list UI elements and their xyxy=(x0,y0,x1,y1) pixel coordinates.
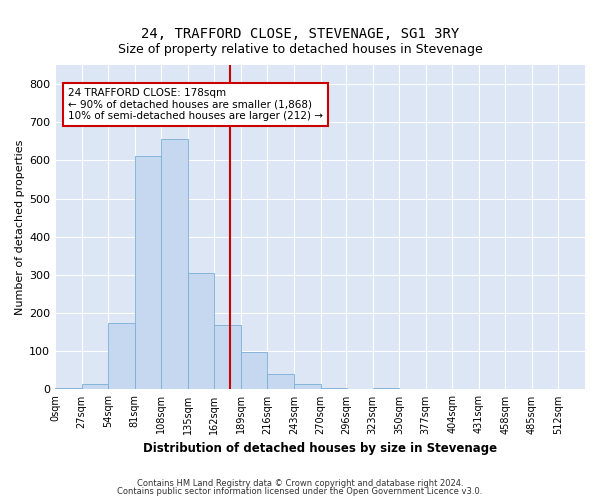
Bar xyxy=(373,388,399,390)
X-axis label: Distribution of detached houses by size in Stevenage: Distribution of detached houses by size … xyxy=(143,442,497,455)
Bar xyxy=(55,388,82,390)
Bar xyxy=(161,140,188,390)
Text: 24, TRAFFORD CLOSE, STEVENAGE, SG1 3RY: 24, TRAFFORD CLOSE, STEVENAGE, SG1 3RY xyxy=(141,28,459,42)
Bar xyxy=(320,388,347,390)
Bar xyxy=(82,384,108,390)
Text: Contains public sector information licensed under the Open Government Licence v3: Contains public sector information licen… xyxy=(118,487,482,496)
Y-axis label: Number of detached properties: Number of detached properties xyxy=(15,140,25,315)
Text: Contains HM Land Registry data © Crown copyright and database right 2024.: Contains HM Land Registry data © Crown c… xyxy=(137,478,463,488)
Bar xyxy=(294,384,320,390)
Bar xyxy=(135,156,161,390)
Bar xyxy=(108,322,135,390)
Text: Size of property relative to detached houses in Stevenage: Size of property relative to detached ho… xyxy=(118,42,482,56)
Bar xyxy=(241,352,268,390)
Bar xyxy=(188,273,214,390)
Bar xyxy=(268,374,294,390)
Text: 24 TRAFFORD CLOSE: 178sqm
← 90% of detached houses are smaller (1,868)
10% of se: 24 TRAFFORD CLOSE: 178sqm ← 90% of detac… xyxy=(68,88,323,121)
Bar xyxy=(214,324,241,390)
